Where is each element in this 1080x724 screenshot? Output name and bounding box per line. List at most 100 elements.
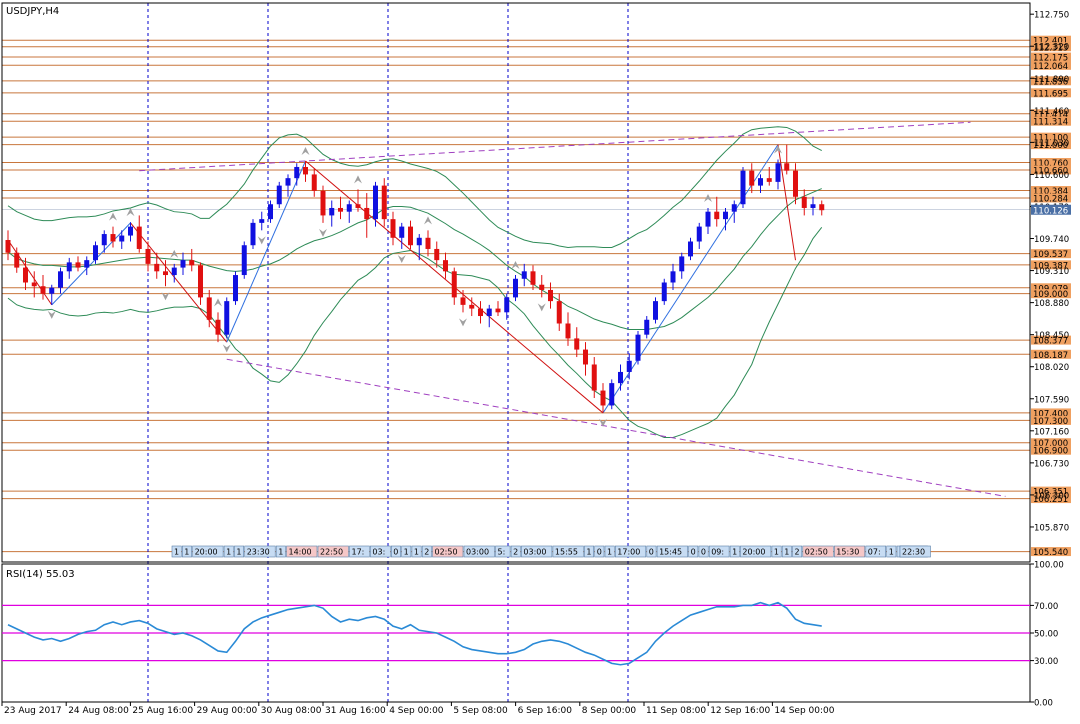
candle-body — [583, 349, 588, 365]
price-tick-label: 112.320 — [1034, 43, 1069, 53]
level-label-box — [1031, 193, 1071, 203]
fractal-down-icon — [222, 344, 231, 353]
candle-body — [723, 211, 728, 220]
time-box — [886, 545, 897, 558]
fractal-down-icon — [397, 254, 406, 263]
level-label-text: 107.400 — [1033, 409, 1068, 419]
candle-body — [198, 265, 203, 298]
time-axis-label: 12 Sep 16:00 — [710, 706, 770, 716]
fractal-up-icon — [214, 298, 222, 307]
fractal-arrows — [47, 145, 782, 427]
time-box-text: 0 — [597, 548, 602, 557]
level-label-text: 106.251 — [1033, 495, 1068, 505]
candle-body — [84, 260, 90, 268]
level-label-box — [1031, 140, 1071, 150]
bollinger-bands — [7, 126, 823, 439]
main-frame — [1, 2, 1031, 563]
time-box-text: 1 — [278, 548, 283, 557]
time-box — [244, 545, 276, 558]
rsi-indicator — [2, 601, 1030, 666]
time-box — [349, 545, 370, 558]
zigzag-segment — [226, 160, 306, 343]
candle-body — [749, 170, 755, 186]
candle-body — [40, 286, 46, 294]
time-box — [192, 545, 224, 558]
time-box — [646, 545, 657, 558]
price-tick-label: 108.450 — [1034, 331, 1069, 341]
time-box — [463, 545, 495, 558]
price-tick-label: 107.160 — [1034, 427, 1069, 437]
candle-body — [416, 237, 422, 246]
rsi-tick-label: 50.00 — [1034, 630, 1058, 640]
candle-body — [276, 185, 282, 205]
time-box-text: 1 — [774, 548, 779, 557]
time-box — [552, 545, 584, 558]
time-box-text: 0 — [701, 548, 706, 557]
time-axis-label: 30 Aug 08:00 — [261, 706, 322, 716]
level-label-box — [1031, 132, 1071, 142]
time-box-text: 20:00 — [195, 548, 218, 557]
candle-body — [819, 204, 825, 211]
candle-body — [766, 178, 772, 182]
fractal-down-icon — [599, 418, 607, 427]
time-box-text: 1 — [732, 548, 737, 557]
vertical-separators — [147, 3, 629, 702]
time-box — [899, 545, 931, 558]
time-box-text: 02:50 — [435, 548, 458, 557]
fractal-up-icon — [170, 249, 179, 258]
level-label-box — [1031, 186, 1071, 196]
time-box — [521, 545, 553, 558]
candle-body — [163, 271, 168, 276]
level-label-text: 112.064 — [1033, 62, 1068, 72]
time-box-text: 03:00 — [466, 548, 489, 557]
candle-body — [731, 204, 737, 212]
candle-body — [311, 174, 317, 191]
dashed-trendlines — [139, 121, 1006, 497]
level-label-box — [1031, 415, 1071, 425]
time-box — [223, 545, 234, 558]
level-label-box — [1031, 116, 1071, 126]
time-box — [182, 545, 192, 558]
time-box — [614, 545, 647, 558]
candle-body — [521, 271, 527, 279]
candle-body — [66, 262, 72, 272]
level-label-box — [1031, 249, 1071, 259]
candle-body — [469, 304, 475, 309]
time-label-boxes: 1 1 20:00 1 1 23:30 1 14:00 22:50 17: 03: 0 1 1 2 02:50… — [171, 545, 931, 558]
level-label-text: 110.284 — [1033, 194, 1068, 204]
candle-body — [556, 301, 562, 324]
time-box-text: 15:55 — [555, 548, 578, 557]
time-box-text: 1 — [226, 548, 231, 557]
candle-body — [294, 166, 300, 179]
candle-body — [128, 226, 133, 236]
level-label-box — [1031, 76, 1071, 86]
time-axis-label: 6 Sep 16:00 — [518, 706, 573, 716]
candle-body — [784, 163, 790, 171]
time-box-text: 1 — [236, 548, 241, 557]
level-label-box — [1031, 408, 1071, 418]
level-label-text: 111.856 — [1033, 77, 1068, 87]
time-box-text: 0 — [393, 548, 398, 557]
candle-body — [180, 260, 186, 268]
price-tick-label: 108.020 — [1034, 363, 1069, 373]
candle-body — [399, 226, 405, 238]
fractal-down-icon — [459, 318, 467, 327]
trendline — [226, 358, 1006, 497]
level-label-box — [1031, 335, 1071, 345]
price-tick-label: 109.310 — [1034, 267, 1069, 277]
time-box — [171, 545, 182, 558]
time-axis-label: 24 Aug 08:00 — [68, 706, 129, 716]
time-box-text: 17:00 — [617, 548, 640, 557]
time-axis-label: 8 Sep 00:00 — [582, 706, 637, 716]
candle-body — [189, 260, 195, 266]
time-axis-label: 29 Aug 00:00 — [197, 706, 258, 716]
candle-body — [609, 383, 615, 406]
time-box-text: 03:00 — [523, 548, 546, 557]
candle-body — [259, 219, 265, 223]
level-label-text: 109.000 — [1033, 290, 1068, 300]
time-box-text: 1 — [784, 548, 789, 557]
level-label-text: 111.000 — [1033, 141, 1068, 151]
time-box-text: 2 — [513, 548, 518, 557]
